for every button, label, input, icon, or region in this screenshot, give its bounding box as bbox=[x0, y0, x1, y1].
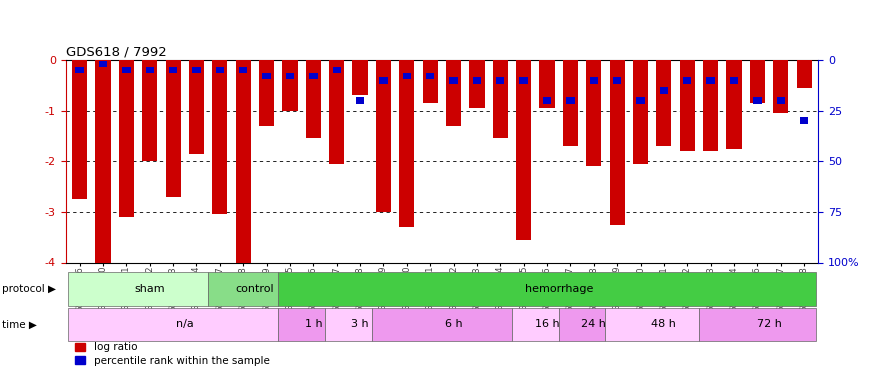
Bar bbox=[469, 60, 485, 108]
Text: GDS618 / 7992: GDS618 / 7992 bbox=[66, 45, 166, 58]
Bar bbox=[68, 308, 278, 341]
Bar bbox=[332, 67, 341, 74]
Bar bbox=[119, 60, 134, 217]
Bar bbox=[286, 73, 294, 80]
Bar bbox=[566, 97, 575, 104]
Bar bbox=[636, 97, 645, 104]
Bar bbox=[165, 60, 181, 196]
Text: time ▶: time ▶ bbox=[2, 320, 37, 329]
Text: 3 h: 3 h bbox=[351, 320, 369, 329]
Bar bbox=[376, 60, 391, 212]
Bar bbox=[262, 73, 270, 80]
Bar bbox=[95, 60, 110, 262]
Bar bbox=[189, 60, 204, 154]
Bar bbox=[426, 73, 434, 80]
Bar bbox=[750, 60, 765, 103]
Text: hemorrhage: hemorrhage bbox=[524, 284, 593, 294]
Bar bbox=[699, 308, 816, 341]
Bar bbox=[75, 67, 84, 74]
Bar bbox=[796, 60, 812, 88]
Bar bbox=[496, 77, 505, 84]
Bar bbox=[356, 97, 364, 104]
Bar bbox=[683, 77, 691, 84]
Bar bbox=[703, 60, 718, 151]
Bar bbox=[215, 67, 224, 74]
Bar bbox=[145, 67, 154, 74]
Bar bbox=[613, 77, 621, 84]
Bar bbox=[309, 73, 318, 80]
Bar bbox=[520, 77, 528, 84]
Bar bbox=[540, 60, 555, 108]
Bar bbox=[610, 60, 625, 225]
Bar bbox=[208, 272, 278, 306]
Bar bbox=[353, 60, 367, 95]
Text: 24 h: 24 h bbox=[581, 320, 606, 329]
Bar bbox=[512, 308, 559, 341]
Bar bbox=[402, 73, 411, 80]
Bar bbox=[563, 60, 578, 146]
Legend: log ratio, percentile rank within the sample: log ratio, percentile rank within the sa… bbox=[71, 338, 274, 370]
Bar bbox=[423, 60, 438, 103]
Text: protocol ▶: protocol ▶ bbox=[2, 284, 56, 294]
Bar bbox=[542, 97, 551, 104]
Bar bbox=[606, 308, 699, 341]
Text: n/a: n/a bbox=[176, 320, 193, 329]
Bar bbox=[239, 67, 248, 74]
Bar bbox=[325, 308, 372, 341]
Bar bbox=[68, 272, 208, 306]
Bar bbox=[259, 60, 274, 126]
Bar bbox=[446, 60, 461, 126]
Bar bbox=[473, 77, 481, 84]
Bar bbox=[516, 60, 531, 240]
Bar bbox=[660, 87, 668, 94]
Bar bbox=[169, 67, 178, 74]
Text: control: control bbox=[235, 284, 274, 294]
Bar bbox=[730, 77, 738, 84]
Text: 48 h: 48 h bbox=[652, 320, 676, 329]
Bar bbox=[633, 60, 648, 164]
Bar bbox=[329, 60, 344, 164]
Bar bbox=[278, 308, 325, 341]
Bar bbox=[192, 67, 200, 74]
Text: 16 h: 16 h bbox=[535, 320, 559, 329]
Bar bbox=[278, 272, 816, 306]
Bar bbox=[283, 60, 298, 111]
Bar bbox=[726, 60, 742, 148]
Bar bbox=[235, 60, 251, 262]
Bar bbox=[706, 77, 715, 84]
Bar bbox=[493, 60, 507, 138]
Bar bbox=[450, 77, 458, 84]
Bar bbox=[559, 308, 606, 341]
Bar bbox=[586, 60, 601, 166]
Bar bbox=[656, 60, 671, 146]
Bar bbox=[72, 60, 88, 199]
Bar bbox=[99, 61, 108, 68]
Bar bbox=[774, 60, 788, 113]
Bar bbox=[399, 60, 415, 227]
Bar bbox=[372, 308, 512, 341]
Text: 6 h: 6 h bbox=[444, 320, 462, 329]
Bar bbox=[305, 60, 321, 138]
Text: 1 h: 1 h bbox=[304, 320, 322, 329]
Bar bbox=[753, 97, 761, 104]
Text: 72 h: 72 h bbox=[757, 320, 781, 329]
Bar bbox=[123, 67, 130, 74]
Bar bbox=[142, 60, 158, 161]
Text: sham: sham bbox=[135, 284, 165, 294]
Bar bbox=[590, 77, 598, 84]
Bar bbox=[213, 60, 228, 214]
Bar bbox=[379, 77, 388, 84]
Bar bbox=[800, 117, 808, 124]
Bar bbox=[680, 60, 695, 151]
Bar bbox=[776, 97, 785, 104]
